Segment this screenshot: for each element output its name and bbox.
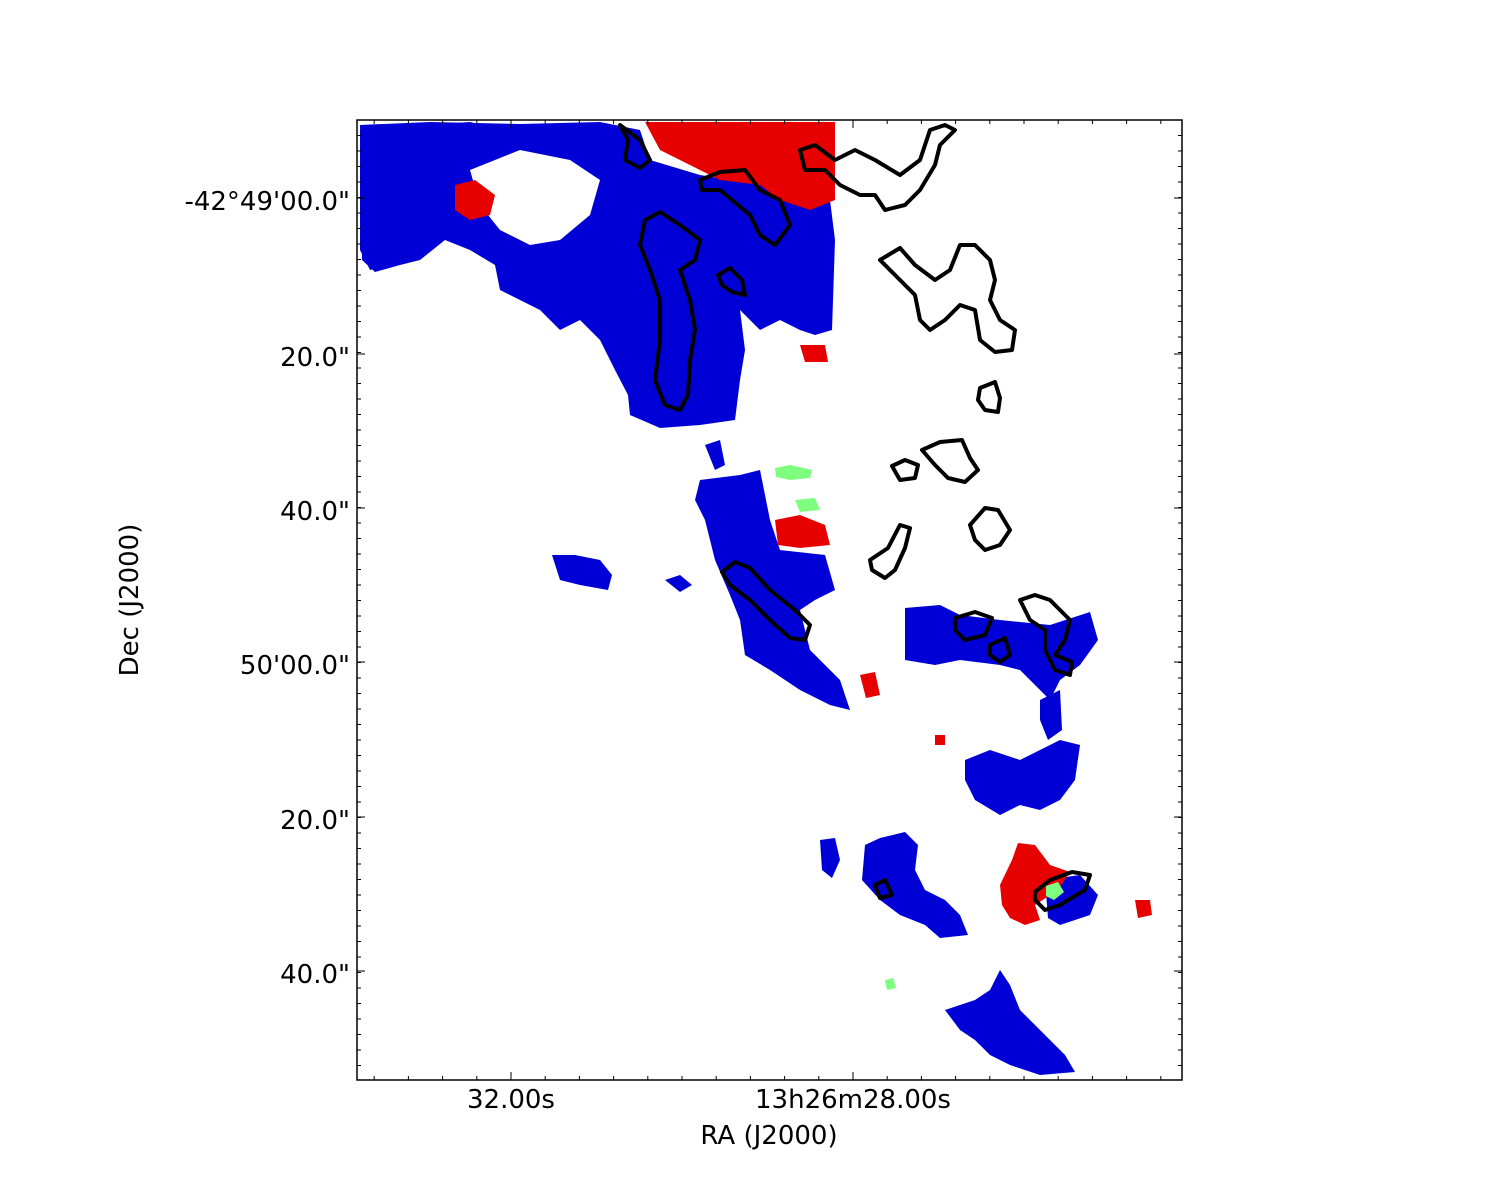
x-tick-label: 32.00s [467, 1085, 555, 1115]
red-region-source [1000, 843, 1070, 925]
green-region-mid-speckle [795, 498, 820, 512]
tick-marks [357, 120, 1182, 1080]
red-region-small-c [935, 735, 945, 745]
contour-right-c [890, 458, 920, 482]
contour-lower-small [873, 878, 894, 900]
contour-top-strip [618, 123, 652, 170]
green-emission-regions [775, 465, 1064, 990]
red-region-top [645, 122, 835, 210]
red-emission-regions [455, 122, 1152, 925]
contour-right-g [988, 636, 1012, 664]
red-region-small-a [800, 345, 828, 362]
red-region-top-left-speckle [455, 180, 495, 220]
y-tick-label: 50'00.0" [240, 651, 350, 681]
y-axis-label: Dec (J2000) [115, 524, 145, 677]
contour-small-b [976, 380, 1002, 414]
blue-region-lower-mid [862, 832, 968, 938]
contour-small-a [716, 266, 747, 297]
blue-region-bottom [945, 970, 1075, 1075]
green-region-small-dot [885, 978, 896, 990]
contour-source [1033, 870, 1092, 912]
contour-right-d [968, 506, 1012, 552]
blue-region-small-dot [665, 575, 692, 592]
y-tick-label: -42°49'00.0" [184, 187, 350, 217]
blue-region-small-left [552, 555, 612, 590]
green-region-mid [775, 465, 812, 480]
contour-right-b [920, 438, 980, 484]
blue-region-top-strip [360, 122, 520, 270]
contour-right-f [953, 610, 994, 642]
blue-region-right-mid-upper [1040, 690, 1062, 740]
y-tick-label: 40.0" [280, 960, 350, 990]
y-tick-labels: -42°49'00.0" 20.0" 40.0" 50'00.0" 20.0" … [184, 187, 350, 990]
blue-region-mid-clump [705, 440, 725, 470]
blue-region-upper-left-gap [470, 150, 600, 245]
x-axis-label: RA (J2000) [700, 1121, 837, 1151]
contour-left-filament [638, 210, 702, 412]
x-tick-label: 13h26m28.00s [755, 1085, 951, 1115]
red-region-mid [775, 515, 830, 548]
contour-lines [618, 123, 1092, 912]
red-region-small-b [860, 672, 880, 698]
blue-region-lower-left-clump [820, 838, 840, 878]
plot-area [357, 120, 1182, 1080]
contour-top-right-2 [798, 123, 957, 212]
x-tick-labels: 32.00s 13h26m28.00s [467, 1085, 951, 1115]
green-region-source-core [1046, 882, 1064, 900]
y-tick-label: 20.0" [280, 343, 350, 373]
y-tick-label: 20.0" [280, 806, 350, 836]
blue-region-right-mid [965, 740, 1080, 815]
red-region-far-right [1135, 900, 1152, 918]
contour-top-right-1 [698, 168, 792, 247]
contour-right-h [1018, 593, 1074, 677]
contour-right-cluster [878, 243, 1017, 354]
contour-right-e [868, 523, 912, 580]
contour-center-filament [720, 560, 812, 642]
y-tick-label: 40.0" [280, 497, 350, 527]
